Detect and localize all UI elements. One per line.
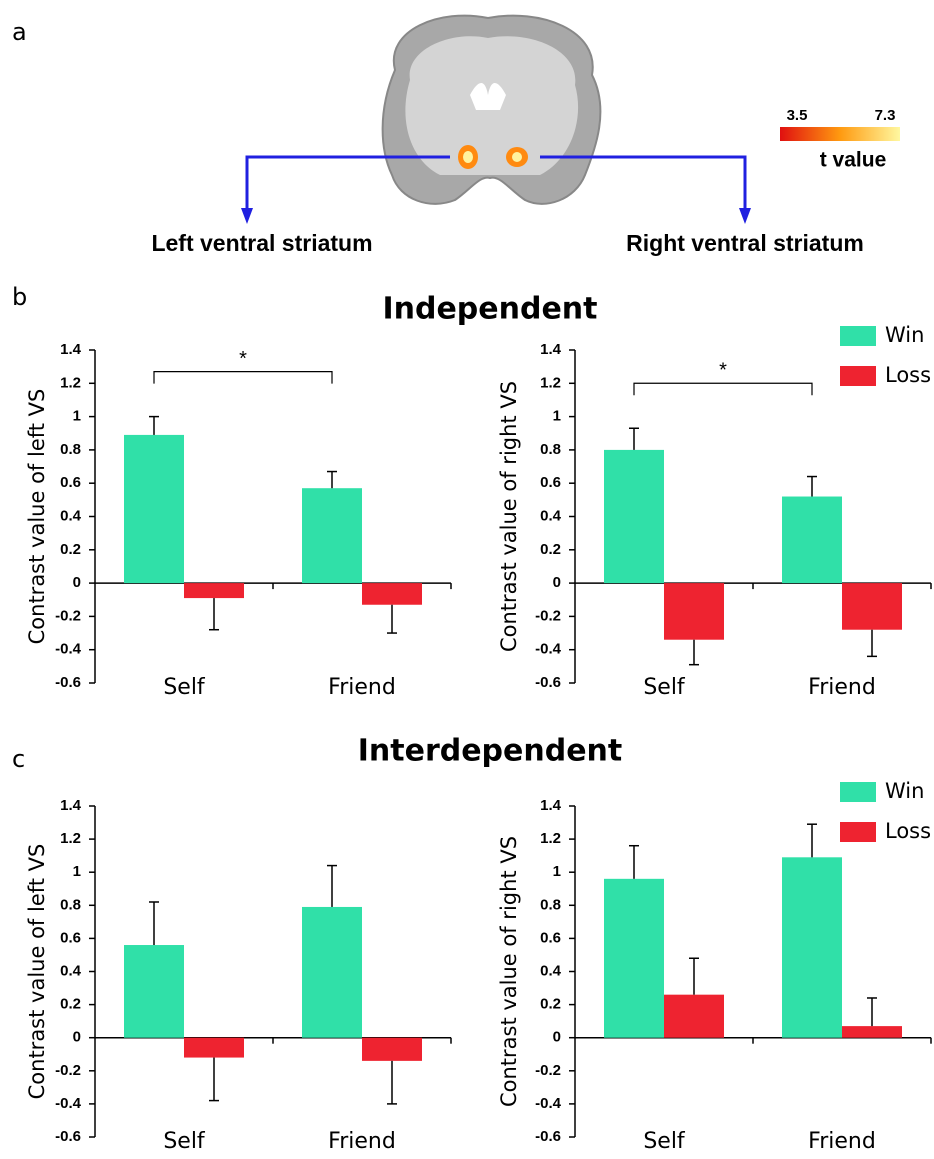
y-tick-label: 0.4 bbox=[540, 507, 562, 524]
bar bbox=[362, 1038, 422, 1061]
y-axis-label: Contrast value of left VS bbox=[25, 844, 49, 1100]
y-tick-label: 0.4 bbox=[60, 962, 82, 979]
bar bbox=[664, 583, 724, 640]
colorbar-label: t value bbox=[820, 149, 887, 172]
panel-label: b bbox=[12, 283, 27, 311]
x-tick-label: Friend bbox=[808, 1129, 876, 1154]
y-tick-label: 1 bbox=[73, 863, 81, 880]
region-label: Right ventral striatum bbox=[626, 230, 864, 256]
y-tick-label: 1.2 bbox=[540, 830, 561, 847]
legend-label: Win bbox=[885, 779, 924, 803]
significance-bracket bbox=[634, 383, 812, 395]
annotation: * bbox=[719, 360, 727, 382]
legend-swatch bbox=[840, 366, 876, 386]
significance-bracket bbox=[154, 372, 332, 384]
section-title: Interdependent bbox=[358, 734, 623, 769]
y-tick-label: 1 bbox=[553, 863, 561, 880]
y-tick-label: 0.4 bbox=[540, 962, 562, 979]
bar bbox=[362, 583, 422, 605]
y-tick-label: 0.2 bbox=[60, 541, 81, 558]
y-tick-label: -0.2 bbox=[535, 607, 561, 624]
y-tick-label: 0 bbox=[553, 1029, 561, 1046]
bar bbox=[302, 907, 362, 1038]
region-label: Left ventral striatum bbox=[151, 230, 372, 256]
panel-label: a bbox=[12, 18, 27, 46]
legend-swatch bbox=[840, 326, 876, 346]
y-tick-label: 1 bbox=[73, 408, 81, 425]
brain-image bbox=[383, 16, 601, 204]
y-tick-label: 0 bbox=[73, 1029, 81, 1046]
bar bbox=[842, 583, 902, 630]
y-tick-label: 0.4 bbox=[60, 507, 82, 524]
x-tick-label: Friend bbox=[328, 675, 396, 700]
bar bbox=[664, 995, 724, 1038]
y-tick-label: -0.6 bbox=[535, 1128, 561, 1145]
x-tick-label: Friend bbox=[808, 675, 876, 700]
y-tick-label: 0.8 bbox=[60, 896, 81, 913]
y-tick-label: 0.6 bbox=[60, 929, 81, 946]
colorbar bbox=[780, 127, 900, 141]
y-tick-label: 1.4 bbox=[540, 341, 562, 358]
x-tick-label: Self bbox=[163, 675, 206, 700]
y-tick-label: 1.2 bbox=[60, 830, 81, 847]
y-tick-label: -0.6 bbox=[55, 1128, 81, 1145]
x-tick-label: Self bbox=[163, 1129, 206, 1154]
bar bbox=[184, 1038, 244, 1058]
y-tick-label: 1.2 bbox=[60, 374, 81, 391]
x-tick-label: Friend bbox=[328, 1129, 396, 1154]
bar bbox=[842, 1026, 902, 1038]
y-tick-label: 1.2 bbox=[540, 374, 561, 391]
bar bbox=[302, 488, 362, 583]
bar bbox=[782, 497, 842, 584]
bar bbox=[124, 435, 184, 583]
colorbar-max: 7.3 bbox=[875, 107, 896, 124]
annotation: * bbox=[239, 348, 247, 370]
y-tick-label: -0.4 bbox=[535, 1095, 562, 1112]
figure: 3.5 7.3 t value a Left ventral striatum … bbox=[0, 0, 934, 1159]
y-tick-label: -0.6 bbox=[55, 674, 81, 691]
y-tick-label: 1 bbox=[553, 408, 561, 425]
y-axis-label: Contrast value of right VS bbox=[497, 381, 521, 652]
colorbar-min: 3.5 bbox=[787, 107, 808, 124]
section-title: Independent bbox=[382, 292, 597, 327]
y-tick-label: 0 bbox=[73, 574, 81, 591]
bar bbox=[604, 879, 664, 1038]
x-tick-label: Self bbox=[643, 1129, 686, 1154]
y-tick-label: 0.8 bbox=[540, 441, 561, 458]
y-tick-label: -0.4 bbox=[55, 1095, 82, 1112]
arrow-heads bbox=[241, 208, 751, 224]
y-tick-label: 0.6 bbox=[540, 474, 561, 491]
panel-label: c bbox=[12, 745, 25, 773]
y-tick-label: 1.4 bbox=[60, 341, 82, 358]
y-tick-label: 0.8 bbox=[60, 441, 81, 458]
y-tick-label: 0.2 bbox=[540, 541, 561, 558]
legend-label: Win bbox=[885, 323, 924, 347]
y-tick-label: 1.4 bbox=[60, 797, 82, 814]
y-tick-label: -0.4 bbox=[55, 641, 82, 658]
legend-swatch bbox=[840, 782, 876, 802]
y-tick-label: 1.4 bbox=[540, 797, 562, 814]
y-axis-label: Contrast value of right VS bbox=[497, 836, 521, 1107]
y-tick-label: 0.6 bbox=[540, 929, 561, 946]
y-tick-label: -0.4 bbox=[535, 641, 562, 658]
legend-label: Loss bbox=[885, 363, 931, 387]
y-tick-label: 0.8 bbox=[540, 896, 561, 913]
legend-label: Loss bbox=[885, 819, 931, 843]
y-tick-label: 0.2 bbox=[540, 996, 561, 1013]
bar bbox=[124, 945, 184, 1038]
y-tick-label: 0 bbox=[553, 574, 561, 591]
y-tick-label: -0.2 bbox=[55, 1062, 81, 1079]
y-axis-label: Contrast value of left VS bbox=[25, 389, 49, 645]
bar bbox=[184, 583, 244, 598]
bar bbox=[782, 857, 842, 1037]
legend-swatch bbox=[840, 822, 876, 842]
y-tick-label: 0.6 bbox=[60, 474, 81, 491]
bar bbox=[604, 450, 664, 583]
y-tick-label: -0.2 bbox=[535, 1062, 561, 1079]
x-tick-label: Self bbox=[643, 675, 686, 700]
y-tick-label: -0.6 bbox=[535, 674, 561, 691]
y-tick-label: 0.2 bbox=[60, 996, 81, 1013]
y-tick-label: -0.2 bbox=[55, 607, 81, 624]
